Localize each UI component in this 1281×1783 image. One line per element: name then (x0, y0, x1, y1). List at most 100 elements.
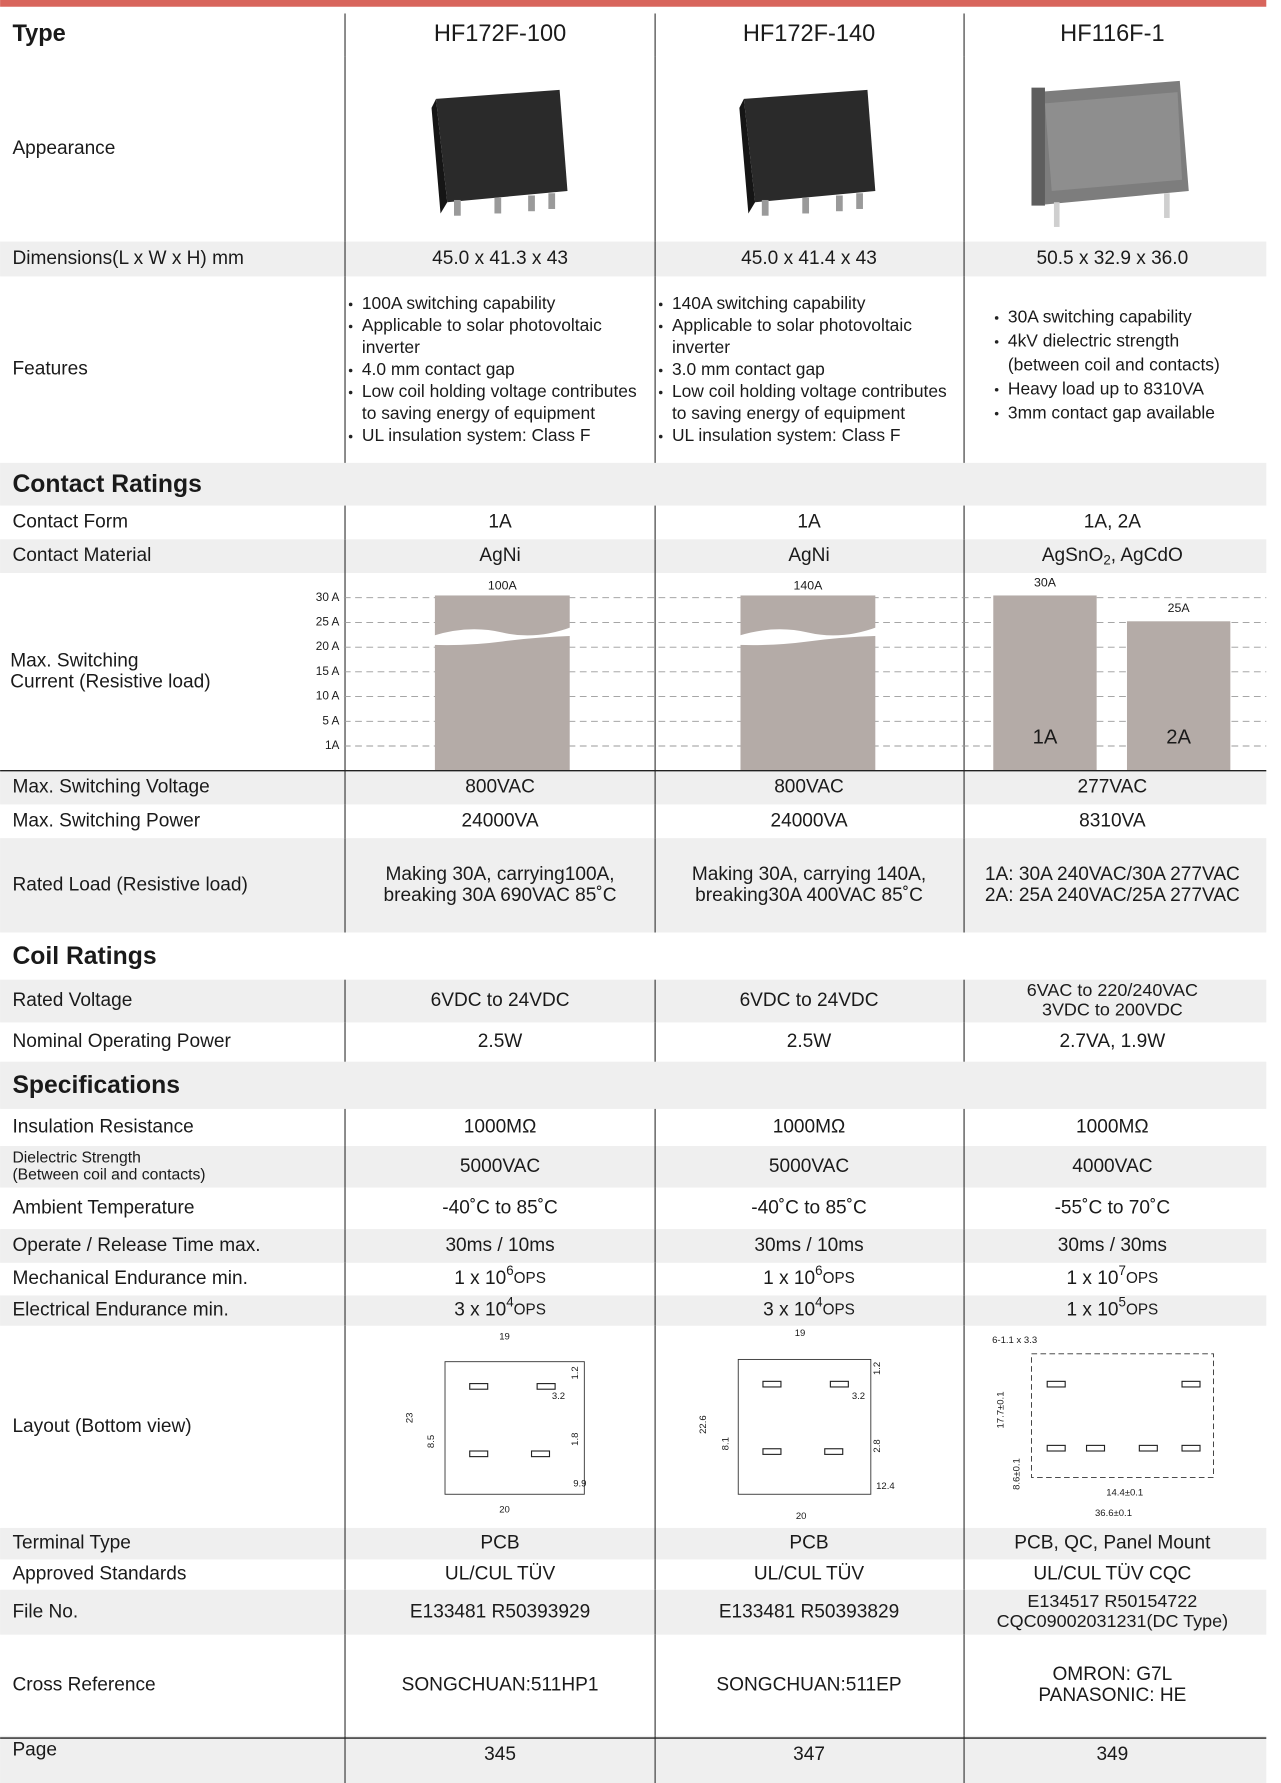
cell-text: 2.5W (478, 1031, 523, 1052)
current-bar (740, 595, 876, 771)
cell-text: 1A: 30A 240VAC/30A 277VAC (985, 864, 1240, 885)
pin (1046, 1380, 1066, 1388)
feature-text: UL insulation system: Class F (672, 425, 901, 445)
row-label: Features (12, 359, 87, 380)
cell-text: PCB, QC, Panel Mount (1014, 1533, 1211, 1554)
pin (469, 1450, 489, 1458)
bullet (658, 368, 663, 373)
row-label: Contact Material (12, 545, 151, 566)
feature-text: 3.0 mm contact gap (672, 359, 825, 379)
relay-image (739, 89, 876, 216)
row-label: Max. Switching (10, 650, 138, 671)
feature-text: Heavy load up to 8310VA (1008, 378, 1205, 398)
bar-value-label: 30A (1034, 575, 1057, 589)
cell-text-unit: OPS (1126, 1302, 1158, 1319)
bullet (658, 390, 663, 395)
row-label: Insulation Resistance (12, 1116, 193, 1137)
cell-text: 800VAC (465, 777, 535, 798)
row-shade (0, 770, 1267, 805)
row-shade (0, 1061, 1267, 1109)
feature-text: inverter (672, 337, 730, 357)
cell-text: PCB (789, 1533, 828, 1554)
bar-value-label: 25A (1168, 601, 1191, 615)
cell-text: 45.0 x 41.3 x 43 (432, 248, 568, 269)
type-name: HF116F-1 (1060, 20, 1164, 46)
relay-image (431, 89, 568, 216)
type-name: HF172F-140 (743, 20, 875, 46)
cell-text: 6VDC to 24VDC (740, 990, 879, 1011)
row-label: Contact Form (12, 511, 128, 532)
bullet (348, 302, 353, 307)
cell-text: 1 x 106OPS (454, 1263, 546, 1289)
cell-text: 50.5 x 32.9 x 36.0 (1037, 248, 1189, 269)
cell-text: breaking30A 400VAC 85˚C (695, 885, 923, 906)
cell-text-main: 1 x 10 (454, 1268, 506, 1289)
row-shade (0, 838, 1267, 933)
bullet (348, 324, 353, 329)
cell-text: 3 x 104OPS (454, 1294, 546, 1320)
dimension-label: 22.6 (698, 1415, 709, 1434)
cell-text: PCB (480, 1533, 519, 1554)
row-backgrounds (0, 241, 1267, 1783)
row-shade (0, 539, 1267, 573)
cell-text: 5000VAC (769, 1156, 849, 1177)
feature-text: 100A switching capability (362, 293, 556, 313)
dimension-label: 14.4±0.1 (1106, 1488, 1143, 1499)
row-label: Max. Switching Power (12, 810, 200, 831)
pin (1181, 1444, 1201, 1452)
cell-text: 3 x 104OPS (763, 1294, 855, 1320)
feature-text: Applicable to solar photovoltaic (362, 315, 602, 335)
cell-text-unit: OPS (823, 1270, 855, 1287)
cell-text: AgSnO2, AgCdO (1042, 545, 1183, 567)
cell-text-main: 1 x 10 (763, 1268, 815, 1289)
row-shade (0, 1735, 1267, 1783)
tick-label: 10 A (316, 690, 340, 703)
row-label: Rated Voltage (12, 990, 132, 1011)
cell-text: 2.7VA, 1.9W (1060, 1031, 1166, 1052)
cell-text: 1000MΩ (464, 1116, 537, 1137)
cell-text: OMRON: G7L (1052, 1664, 1172, 1685)
cell-text: 2A: 25A 240VAC/25A 277VAC (985, 885, 1240, 906)
cell-text-unit: OPS (1126, 1270, 1158, 1287)
row-label: Rated Load (Resistive load) (12, 874, 247, 895)
cell-text: 1 x 107OPS (1067, 1263, 1159, 1289)
tick-label: 30 A (316, 591, 340, 604)
dimension-label: 23 (405, 1413, 416, 1424)
pin (1085, 1444, 1106, 1452)
dimension-label: 6-1.1 x 3.3 (992, 1335, 1037, 1346)
cell-text: UL/CUL TÜV (754, 1564, 865, 1585)
cell-text-main: 1 x 10 (1067, 1268, 1119, 1289)
row-shade (0, 1295, 1267, 1326)
cell-text: Making 30A, carrying100A, (386, 864, 615, 885)
cell-text: -55˚C to 70˚C (1055, 1197, 1171, 1218)
cell-text-sup: 4 (506, 1294, 514, 1309)
row-shade (0, 1145, 1267, 1188)
row-label: (Between coil and contacts) (12, 1167, 205, 1184)
pin (469, 1383, 489, 1390)
dimension-label: 3.2 (552, 1391, 565, 1402)
feature-text: 140A switching capability (672, 293, 866, 313)
pin (1138, 1444, 1158, 1452)
row-label: Layout (Bottom view) (12, 1416, 191, 1437)
dimension-label: 20 (796, 1511, 807, 1522)
bullet (348, 390, 353, 395)
cell-text: 347 (793, 1744, 825, 1765)
cell-text-main: 3 x 10 (763, 1300, 815, 1321)
cell-text-sup: 7 (1119, 1263, 1126, 1278)
cell-text: UL/CUL TÜV CQC (1033, 1564, 1191, 1585)
feature-text: Low coil holding voltage contributes (362, 381, 637, 401)
row-label: Operate / Release Time max. (12, 1235, 260, 1256)
cell-text: 1000MΩ (773, 1116, 846, 1137)
cell-text: Making 30A, carrying 140A, (692, 864, 926, 885)
cell-text: 345 (484, 1744, 516, 1765)
cell-text-sup: 6 (815, 1263, 822, 1278)
cell-text-sup: 6 (506, 1263, 513, 1278)
cell-text: CQC09002031231(DC Type) (997, 1611, 1228, 1631)
section-title: Coil Ratings (12, 943, 156, 970)
feature-text: to saving energy of equipment (362, 403, 595, 423)
bar-break (432, 626, 572, 646)
cell-text: 4000VAC (1072, 1156, 1152, 1177)
row-label: Mechanical Endurance min. (12, 1268, 247, 1289)
row-label: Cross Reference (12, 1674, 155, 1695)
